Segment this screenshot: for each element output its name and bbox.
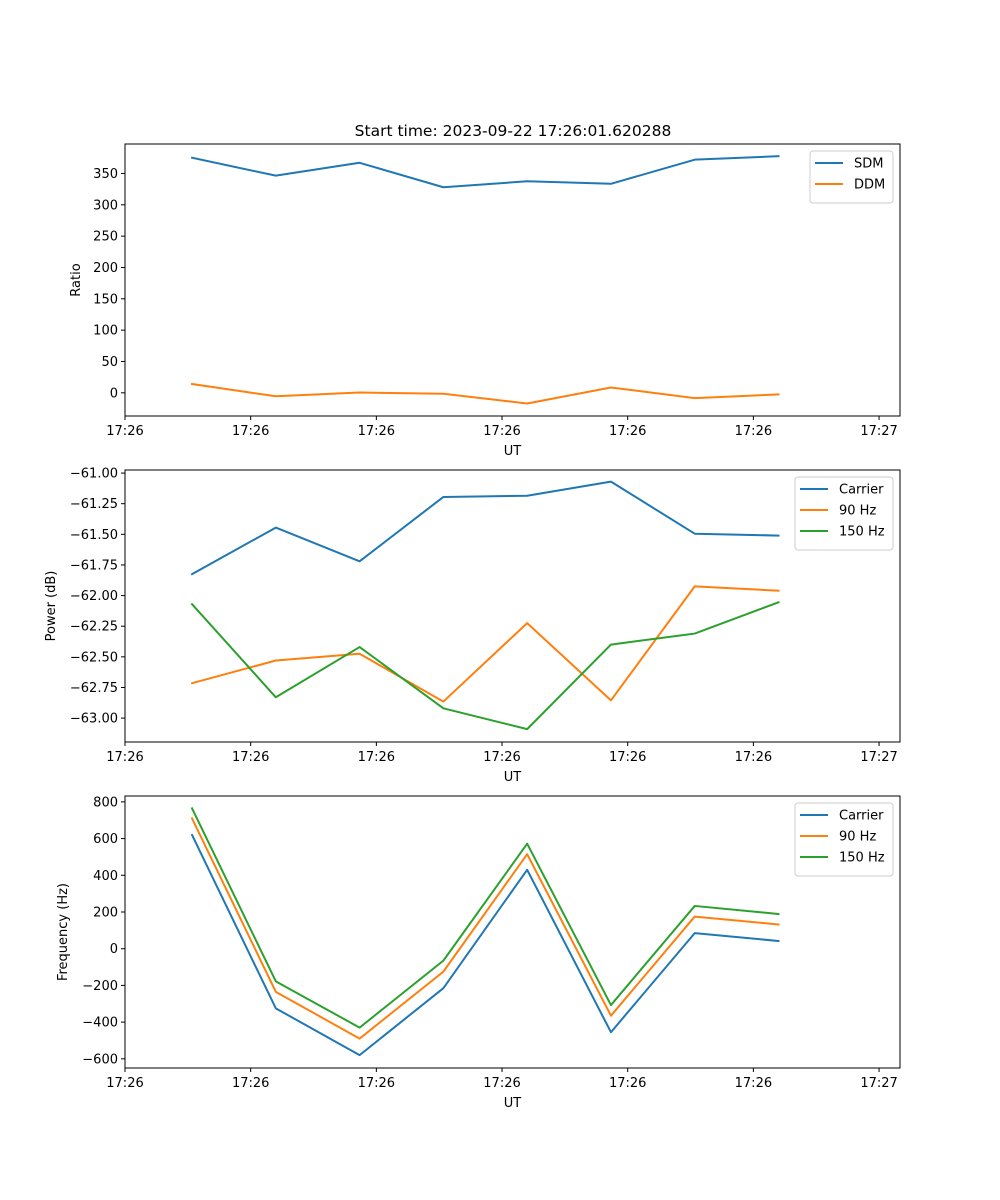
ratio-x-tick-label: 17:26	[735, 424, 772, 439]
frequency-x-tick-label: 17:26	[609, 1076, 646, 1091]
power-legend: Carrier 90 Hz 150 Hz	[794, 476, 894, 551]
power-y-tick-label: −61.25	[70, 497, 118, 512]
ratio-y-tick-label: 100	[93, 324, 118, 339]
ratio-y-tick-label: 150	[93, 292, 118, 307]
frequency-legend: Carrier 90 Hz 150 Hz	[794, 802, 894, 877]
power-y-axis-label: Power (dB)	[44, 571, 59, 642]
power-x-tick-label: 17:26	[609, 750, 646, 765]
frequency-x-axis-label: UT	[504, 1096, 522, 1111]
frequency-x-tick-label: 17:26	[106, 1076, 143, 1091]
ratio-series-sdm-line	[190, 155, 780, 189]
power-y-tick-label: −62.25	[70, 620, 118, 635]
frequency-y-tick-label: 400	[93, 869, 118, 884]
power-legend-label-150-hz: 150 Hz	[839, 525, 885, 540]
power-y-tick-label: −61.75	[70, 558, 118, 573]
ratio-x-tick-label: 17:26	[232, 424, 269, 439]
frequency-x-tick-label: 17:26	[735, 1076, 772, 1091]
power-x-tick-label: 17:26	[735, 750, 772, 765]
power-x-axis-label: UT	[504, 770, 522, 785]
ratio-y-tick-label: 350	[93, 167, 118, 182]
ratio-x-tick-label: 17:26	[358, 424, 395, 439]
power-legend-label-90-hz: 90 Hz	[839, 504, 876, 519]
ratio-axes-frame	[124, 143, 901, 417]
frequency-y-tick-label: 0	[110, 942, 118, 957]
ratio-legend-label-sdm: SDM	[854, 157, 883, 172]
frequency-series-90-hz-line	[190, 817, 780, 1040]
frequency-x-tick-label: 17:26	[358, 1076, 395, 1091]
power-x-tick-label: 17:26	[358, 750, 395, 765]
power-y-tick-label: −61.00	[70, 467, 118, 482]
power-legend-label-carrier: Carrier	[839, 483, 884, 498]
frequency-legend-label-90-hz: 90 Hz	[839, 830, 876, 845]
power-x-tick-label: 17:26	[106, 750, 143, 765]
ratio-legend: SDM DDM	[809, 150, 894, 204]
frequency-y-tick-label: 800	[93, 795, 118, 810]
frequency-y-tick-label: 600	[93, 832, 118, 847]
power-axes-frame	[124, 469, 901, 743]
power-y-tick-label: −62.00	[70, 589, 118, 604]
power-series-carrier-line	[190, 480, 780, 576]
frequency-y-tick-label: 200	[93, 905, 118, 920]
power-y-tick-label: −63.00	[70, 712, 118, 727]
ratio-x-tick-label: 17:26	[609, 424, 646, 439]
ratio-series-ddm-line	[190, 382, 780, 405]
frequency-series-150-hz-line	[190, 806, 780, 1029]
ratio-legend-label-ddm: DDM	[854, 178, 885, 193]
frequency-x-tick-label: 17:26	[232, 1076, 269, 1091]
ratio-x-axis-label: UT	[504, 444, 522, 459]
frequency-legend-label-carrier: Carrier	[839, 809, 884, 824]
ratio-x-tick-label: 17:27	[860, 424, 897, 439]
frequency-series-carrier-line	[190, 833, 780, 1057]
frequency-y-tick-label: −400	[82, 1016, 118, 1031]
ratio-x-tick-label: 17:26	[106, 424, 143, 439]
frequency-y-tick-label: −600	[82, 1052, 118, 1067]
ratio-y-tick-label: 200	[93, 261, 118, 276]
frequency-y-tick-label: −200	[82, 979, 118, 994]
ratio-y-axis-label: Ratio	[69, 263, 84, 296]
power-y-tick-label: −61.50	[70, 528, 118, 543]
power-series-90-hz-line	[190, 585, 780, 703]
ratio-y-tick-label: 0	[110, 386, 118, 401]
power-x-tick-label: 17:26	[232, 750, 269, 765]
frequency-y-axis-label: Frequency (Hz)	[56, 883, 71, 981]
ratio-y-tick-label: 50	[101, 355, 118, 370]
power-x-tick-label: 17:27	[860, 750, 897, 765]
power-panel: 17:26 17:26 17:26 17:26 17:26 17:26 17:27 −63.0…	[44, 467, 901, 785]
ratio-y-tick-label: 250	[93, 230, 118, 245]
power-x-tick-label: 17:26	[483, 750, 520, 765]
ratio-y-tick-label: 300	[93, 198, 118, 213]
frequency-legend-label-150-hz: 150 Hz	[839, 851, 885, 866]
frequency-panel: 17:26 17:26 17:26 17:26 17:26 17:26 17:27 −600 −…	[56, 795, 901, 1111]
ratio-panel: 17:26 17:26 17:26 17:26 17:26 17:26 17:27 0 50 10…	[69, 143, 901, 459]
ratio-x-tick-label: 17:26	[483, 424, 520, 439]
power-y-tick-label: −62.75	[70, 681, 118, 696]
frequency-x-tick-label: 17:26	[483, 1076, 520, 1091]
power-y-tick-label: −62.50	[70, 650, 118, 665]
frequency-axes-frame	[124, 795, 901, 1069]
frequency-x-tick-label: 17:27	[860, 1076, 897, 1091]
chart-title: Start time: 2023-09-22 17:26:01.620288	[355, 122, 672, 140]
power-series-150-hz-line	[190, 601, 780, 731]
